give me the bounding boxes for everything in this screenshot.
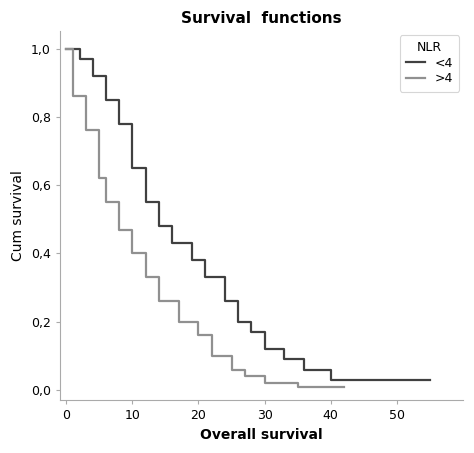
<4 (328, 367, 334, 372)
>4 (156, 299, 162, 304)
<4 (77, 56, 82, 62)
<4 (301, 367, 307, 372)
>4 (156, 275, 162, 280)
Y-axis label: Cum survival: Cum survival (11, 170, 25, 261)
<4 (235, 299, 241, 304)
<4 (64, 46, 69, 51)
<4 (103, 73, 109, 78)
<4 (222, 275, 228, 280)
<4 (156, 223, 162, 229)
<4 (427, 377, 433, 382)
<4 (202, 275, 208, 280)
X-axis label: Overall survival: Overall survival (200, 428, 323, 442)
>4 (209, 333, 215, 338)
<4 (282, 357, 287, 362)
<4 (169, 223, 175, 229)
>4 (97, 128, 102, 133)
>4 (103, 199, 109, 205)
<4 (427, 377, 433, 382)
>4 (196, 333, 201, 338)
>4 (176, 299, 182, 304)
>4 (242, 367, 247, 372)
>4 (242, 374, 247, 379)
<4 (341, 377, 347, 382)
>4 (83, 128, 89, 133)
>4 (129, 251, 135, 256)
>4 (262, 374, 267, 379)
>4 (116, 227, 122, 232)
<4 (156, 199, 162, 205)
<4 (129, 165, 135, 171)
<4 (328, 377, 334, 382)
>4 (176, 319, 182, 324)
<4 (262, 329, 267, 335)
<4 (262, 347, 267, 352)
<4 (169, 241, 175, 246)
>4 (262, 381, 267, 386)
Legend: <4, >4: <4, >4 (400, 35, 459, 92)
Line: <4: <4 (66, 48, 430, 380)
Title: Survival  functions: Survival functions (181, 11, 342, 26)
<4 (202, 258, 208, 263)
<4 (248, 319, 254, 324)
>4 (97, 176, 102, 181)
>4 (70, 46, 76, 51)
>4 (228, 353, 234, 359)
<4 (189, 258, 195, 263)
<4 (301, 357, 307, 362)
<4 (90, 56, 96, 62)
>4 (70, 94, 76, 99)
<4 (282, 347, 287, 352)
<4 (235, 319, 241, 324)
<4 (116, 121, 122, 126)
<4 (116, 97, 122, 102)
>4 (143, 251, 148, 256)
>4 (64, 46, 69, 51)
>4 (295, 384, 301, 390)
<4 (222, 299, 228, 304)
>4 (228, 367, 234, 372)
Line: >4: >4 (66, 48, 344, 387)
<4 (143, 165, 148, 171)
>4 (196, 319, 201, 324)
<4 (103, 97, 109, 102)
>4 (341, 384, 347, 390)
<4 (341, 377, 347, 382)
>4 (143, 275, 148, 280)
<4 (143, 199, 148, 205)
>4 (341, 384, 347, 390)
<4 (77, 46, 82, 51)
<4 (248, 329, 254, 335)
>4 (129, 227, 135, 232)
>4 (103, 176, 109, 181)
>4 (83, 94, 89, 99)
<4 (129, 121, 135, 126)
>4 (295, 381, 301, 386)
<4 (90, 73, 96, 78)
<4 (189, 241, 195, 246)
>4 (116, 199, 122, 205)
>4 (209, 353, 215, 359)
